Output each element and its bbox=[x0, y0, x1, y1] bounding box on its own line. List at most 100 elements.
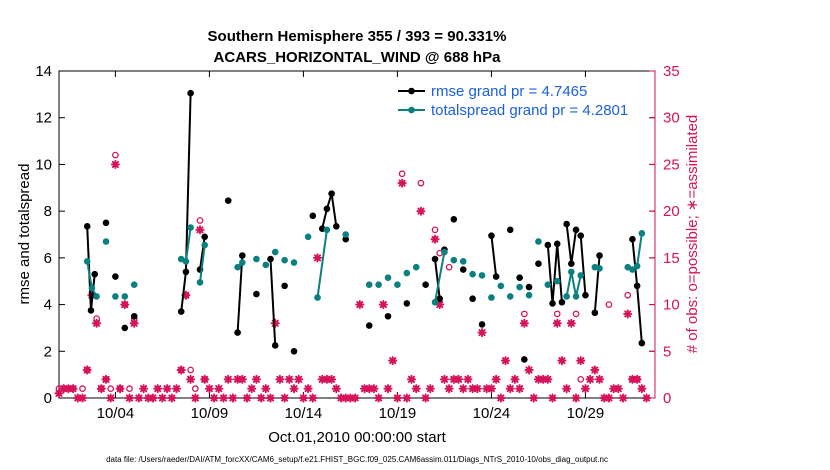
totalspread-point bbox=[234, 263, 241, 271]
obs-possible-point bbox=[112, 151, 119, 159]
rmse-line bbox=[579, 235, 587, 296]
rmse-point bbox=[521, 356, 528, 363]
rmse-point bbox=[582, 291, 589, 299]
x-axis-label: Oct.01,2010 00:00:00 start bbox=[268, 429, 446, 446]
obs-assimilated-point bbox=[303, 384, 313, 394]
obs-assimilated-point bbox=[519, 318, 529, 328]
y-right-tick-label: 30 bbox=[663, 110, 680, 127]
rmse-point bbox=[365, 322, 373, 329]
obs-assimilated-point bbox=[463, 374, 473, 384]
obs-possible-point bbox=[187, 366, 194, 374]
obs-possible-point bbox=[107, 385, 115, 393]
obs-possible-point bbox=[79, 385, 86, 393]
obs-assimilated-point bbox=[341, 393, 351, 403]
rmse-point bbox=[629, 235, 636, 243]
totalspread-point bbox=[459, 258, 467, 265]
obs-assimilated-point bbox=[623, 309, 633, 319]
obs-assimilated-point bbox=[416, 206, 426, 216]
rmse-line bbox=[631, 239, 643, 344]
y-tick-label: 0 bbox=[44, 390, 52, 407]
obs-possible-point bbox=[431, 226, 439, 234]
chart-title: Southern Hemisphere 355 / 393 = 90.331% bbox=[208, 28, 507, 45]
y-tick-label: 6 bbox=[44, 250, 52, 267]
obs-assimilated-point bbox=[157, 393, 167, 403]
totalspread-point bbox=[83, 258, 91, 265]
obs-possible-point bbox=[417, 179, 425, 187]
rmse-point bbox=[568, 260, 575, 267]
totalspread-point bbox=[253, 255, 260, 263]
y-right-tick-label: 35 bbox=[663, 63, 680, 80]
obs-assimilated-point bbox=[223, 374, 233, 384]
obs-assimilated-point bbox=[228, 393, 238, 403]
totalspread-point bbox=[102, 238, 110, 245]
obs-assimilated-point bbox=[298, 393, 308, 403]
totalspread-point bbox=[239, 259, 246, 266]
totalspread-point bbox=[535, 238, 542, 245]
totalspread-point bbox=[323, 226, 331, 234]
totalspread-point bbox=[638, 230, 646, 237]
obs-assimilated-point bbox=[515, 384, 525, 394]
obs-assimilated-point bbox=[421, 393, 431, 403]
rmse-point bbox=[633, 282, 641, 290]
rmse-point bbox=[83, 223, 91, 230]
totalspread-point bbox=[577, 272, 585, 279]
y-right-tick-label: 10 bbox=[663, 297, 680, 314]
obs-assimilated-point bbox=[327, 374, 337, 384]
rmse-point bbox=[333, 223, 340, 230]
obs-assimilated-point bbox=[77, 393, 88, 403]
obs-assimilated-point bbox=[350, 393, 360, 403]
totalspread-line bbox=[434, 251, 446, 303]
totalspread-point bbox=[497, 282, 505, 290]
obs-assimilated-point bbox=[482, 384, 492, 394]
totalspread-line bbox=[199, 244, 206, 283]
obs-assimilated-point bbox=[68, 384, 78, 394]
x-axis-ticks: 10/04 10/09 10/14 10/19 10/24 10/29 bbox=[97, 71, 604, 422]
x-tick-label: 10/04 bbox=[97, 405, 135, 422]
obs-assimilated-point bbox=[641, 393, 652, 403]
obs-assimilated-point bbox=[576, 356, 586, 366]
legend: rmse grand pr = 4.7465 totalspread grand… bbox=[394, 80, 648, 124]
rmse-line bbox=[321, 193, 338, 229]
obs-possible-point bbox=[605, 301, 613, 308]
y-right-tick-label: 5 bbox=[663, 343, 671, 360]
obs-assimilated-point bbox=[406, 374, 417, 384]
obs-assimilated-point bbox=[580, 384, 590, 394]
obs-assimilated-point bbox=[411, 384, 421, 394]
totalspread-point bbox=[469, 270, 476, 278]
y-right-tick-label: 15 bbox=[663, 250, 680, 267]
chart-subtitle: ACARS_HORIZONTAL_WIND @ 688 hPa bbox=[214, 49, 502, 66]
obs-assimilated-point bbox=[59, 384, 69, 394]
totalspread-point bbox=[271, 248, 279, 256]
obs-assimilated-point bbox=[167, 393, 177, 403]
rmse-point bbox=[323, 205, 331, 213]
obs-assimilated-point bbox=[604, 393, 614, 403]
totalspread-point bbox=[201, 241, 209, 249]
totalspread-point bbox=[187, 224, 194, 231]
totalspread-point bbox=[441, 248, 448, 256]
rmse-line bbox=[180, 93, 192, 312]
obs-assimilated-point bbox=[73, 393, 83, 403]
y-right-tick-label: 25 bbox=[663, 156, 680, 173]
obs-assimilated-point bbox=[247, 384, 257, 394]
rmse-point bbox=[431, 255, 439, 263]
obs-assimilated-point bbox=[444, 384, 454, 394]
obs-assimilated-point bbox=[477, 328, 487, 338]
totalspread-point bbox=[596, 265, 603, 272]
obs-assimilated-point bbox=[468, 384, 478, 394]
obs-assimilated-point bbox=[345, 393, 355, 403]
obs-assimilated-point bbox=[275, 374, 285, 384]
rmse-point bbox=[549, 300, 556, 307]
obs-assimilated-point bbox=[261, 384, 271, 394]
obs-count-layer bbox=[54, 151, 652, 403]
x-tick-label: 10/09 bbox=[191, 405, 229, 422]
rmse-point bbox=[281, 282, 288, 290]
obs-assimilated-point bbox=[449, 374, 459, 384]
rmse-point bbox=[384, 312, 392, 320]
obs-assimilated-point bbox=[162, 384, 172, 394]
rmse-point bbox=[422, 281, 429, 289]
obs-assimilated-point bbox=[139, 384, 149, 394]
obs-assimilated-point bbox=[529, 393, 539, 403]
totalspread-point bbox=[88, 284, 96, 292]
rmse-point bbox=[177, 308, 185, 315]
